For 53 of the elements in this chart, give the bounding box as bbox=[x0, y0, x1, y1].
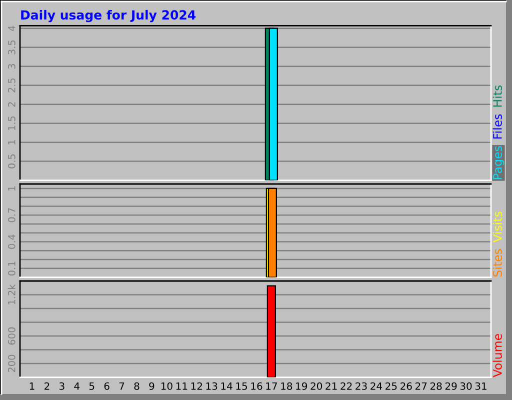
x-tick-label: 9 bbox=[149, 382, 154, 390]
x-tick-label: 26 bbox=[400, 382, 412, 390]
y-tick-label: 0.1 bbox=[8, 262, 16, 276]
y-tick-label: 3 bbox=[8, 64, 16, 69]
x-tick-label: 23 bbox=[356, 382, 367, 390]
x-tick-label: 2 bbox=[44, 382, 50, 390]
y-tick-label: 0.7 bbox=[8, 208, 16, 222]
text: Pages bbox=[493, 146, 504, 180]
y-tick-label: 3.5 bbox=[8, 40, 16, 54]
x-tick-label: 31 bbox=[475, 382, 486, 390]
y-tick-label: 1 bbox=[8, 186, 16, 190]
y-tick-label: 2.5 bbox=[8, 78, 16, 92]
y-tick-label: 1 bbox=[8, 140, 16, 144]
y-tick-label: 1.5 bbox=[8, 116, 16, 130]
x-tick-label: 24 bbox=[370, 382, 382, 390]
text: Hits bbox=[492, 85, 502, 107]
y-tick-label: 2 bbox=[8, 102, 16, 107]
x-tick-label: 20 bbox=[310, 382, 322, 390]
x-tick-label: 6 bbox=[104, 382, 110, 390]
x-tick-label: 25 bbox=[386, 382, 397, 390]
legend-label: Files bbox=[492, 114, 502, 139]
x-tick-label: 29 bbox=[445, 382, 457, 390]
text: Volume bbox=[492, 334, 502, 378]
text: Visits bbox=[492, 212, 502, 242]
x-tick-label: 18 bbox=[281, 382, 292, 390]
y-tick-label: 0.5 bbox=[8, 154, 16, 168]
y-tick-label: 4 bbox=[8, 26, 16, 31]
x-tick-label: 14 bbox=[221, 382, 232, 390]
x-tick-label: 1 bbox=[30, 382, 34, 390]
x-tick-label: 13 bbox=[206, 382, 218, 390]
x-tick-label: 16 bbox=[251, 382, 262, 390]
x-tick-label: 17 bbox=[266, 382, 277, 390]
x-tick-label: 3 bbox=[59, 382, 64, 390]
x-tick-label: 8 bbox=[134, 382, 140, 390]
x-tick-label: 27 bbox=[415, 382, 427, 390]
x-tick-label: 12 bbox=[191, 382, 202, 390]
x-tick-label: 22 bbox=[340, 382, 352, 390]
x-tick-label: 7 bbox=[119, 382, 124, 390]
x-tick-label: 21 bbox=[326, 382, 337, 390]
x-tick-label: 15 bbox=[236, 382, 247, 390]
x-tick-label: 28 bbox=[430, 382, 442, 390]
y-tick-label: 1.2k bbox=[8, 284, 16, 304]
y-tick-label: 600 bbox=[8, 327, 16, 345]
y-tick-label: 0.4 bbox=[8, 234, 16, 249]
y-tick-label: 200 bbox=[8, 354, 16, 372]
x-tick-label: 10 bbox=[161, 382, 172, 390]
x-tick-label: 5 bbox=[89, 382, 94, 390]
x-tick-label: 19 bbox=[296, 382, 308, 390]
x-tick-label: 11 bbox=[176, 382, 188, 390]
chart-title: Daily usage for July 2024 bbox=[21, 10, 196, 22]
text: Sites bbox=[492, 249, 502, 277]
x-tick-label: 4 bbox=[74, 382, 80, 390]
x-tick-label: 30 bbox=[460, 382, 472, 390]
